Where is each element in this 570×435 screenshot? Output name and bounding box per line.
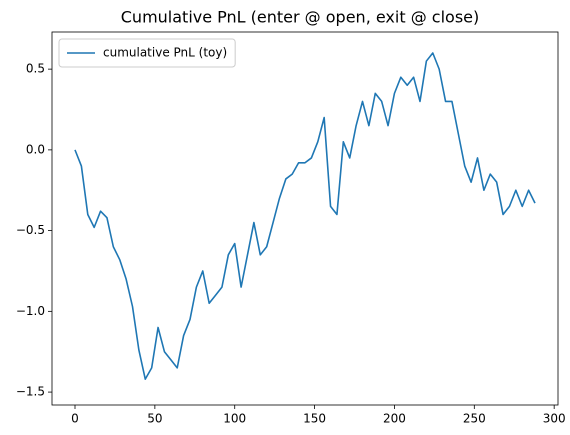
- x-tick-label: 150: [303, 412, 326, 426]
- x-tick-label: 100: [223, 412, 246, 426]
- x-tick-label: 300: [543, 412, 566, 426]
- chart-title: Cumulative PnL (enter @ open, exit @ clo…: [121, 8, 479, 27]
- y-tick-label: −1.5: [16, 385, 45, 399]
- x-tick-label: 0: [71, 412, 79, 426]
- y-tick-label: −0.5: [16, 223, 45, 237]
- legend-box: [58, 38, 236, 68]
- legend-label: cumulative PnL (toy): [103, 46, 227, 60]
- data-line: [74, 52, 536, 380]
- y-tick-label: −1.0: [16, 304, 45, 318]
- y-tick-label: 0.0: [26, 142, 45, 156]
- y-tick-label: 0.5: [26, 62, 45, 76]
- x-tick-label: 200: [383, 412, 406, 426]
- x-tick-label: 250: [463, 412, 486, 426]
- plot-frame: [51, 31, 559, 406]
- x-tick-label: 50: [147, 412, 162, 426]
